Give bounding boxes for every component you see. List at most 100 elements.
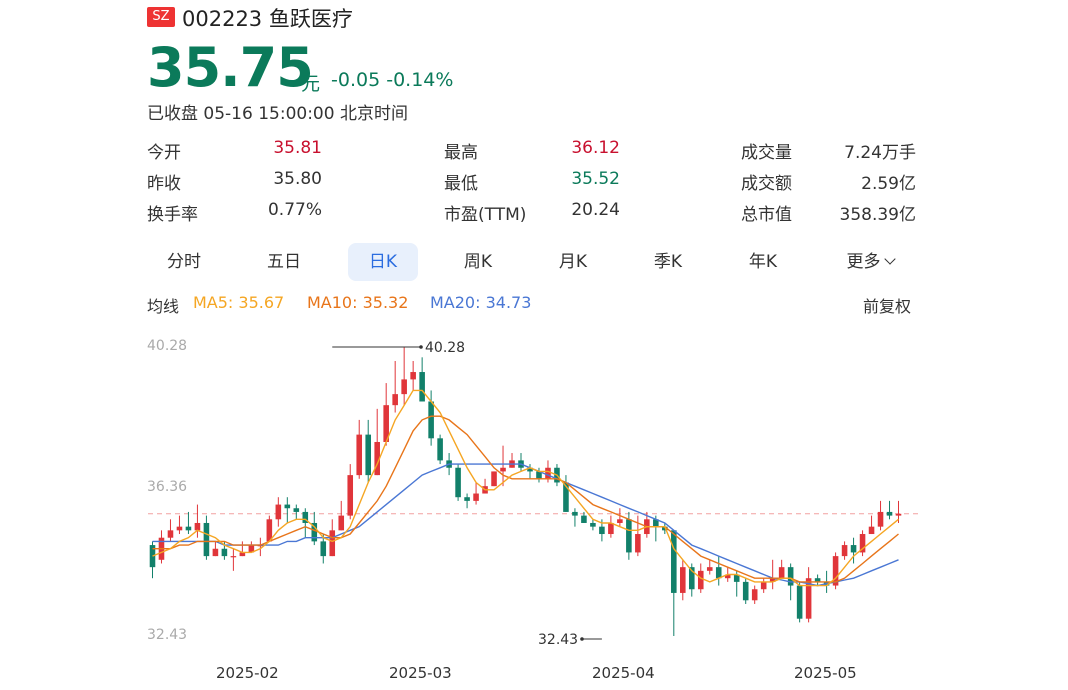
candle-body [751, 589, 758, 601]
candle-body [185, 526, 192, 531]
max-marker-dot [419, 345, 423, 349]
candle-body [805, 578, 812, 619]
candle-body [796, 585, 803, 619]
adjust-mode[interactable]: 前复权 [863, 297, 912, 316]
turnover-value: 0.77% [267, 200, 322, 220]
turnover-label: 换手率 [147, 205, 198, 225]
candle-body [491, 471, 497, 487]
ma10-line [152, 415, 899, 583]
candle-body [248, 545, 255, 553]
candle-body [455, 467, 461, 498]
candle-body [850, 545, 857, 553]
tab-monthly-k[interactable]: 月K [558, 252, 588, 272]
x-tick-label: 2025-03 [389, 664, 452, 682]
tab-quarterly-k[interactable]: 季K [653, 252, 683, 272]
candle-body [239, 552, 246, 557]
candle-body [230, 556, 237, 558]
candle-body [868, 526, 875, 535]
candle-body [733, 574, 740, 582]
open-label: 今开 [147, 143, 181, 163]
pe-value: 20.24 [571, 200, 620, 220]
candle-body [221, 548, 228, 557]
candle-body [715, 567, 722, 579]
candle-body [410, 372, 416, 380]
volume-value: 7.24万手 [844, 143, 916, 163]
tab-five-day[interactable]: 五日 [267, 252, 301, 272]
min-marker-dot [580, 637, 584, 641]
max-price-label: 40.28 [425, 340, 465, 356]
candle-body [347, 475, 354, 516]
candle-body [680, 567, 686, 593]
candle-body [374, 441, 380, 476]
change-value: -0.05 [331, 69, 381, 91]
candle-body [536, 471, 542, 479]
candle-body [563, 482, 569, 512]
candle-body [428, 401, 434, 439]
candle-body [437, 438, 443, 461]
candle-body [617, 519, 623, 523]
ma-label: 均线 [147, 297, 180, 316]
amount-label: 成交额 [741, 174, 792, 194]
candle-body [419, 372, 425, 402]
candle-body [724, 574, 731, 579]
prev-close-value: 35.80 [273, 169, 322, 189]
tab-intraday[interactable]: 分时 [167, 252, 201, 272]
candle-body [266, 519, 273, 542]
candle-body [706, 567, 713, 571]
candle-body [608, 522, 614, 535]
candle-body [203, 522, 210, 557]
mcap-label: 总市值 [741, 205, 792, 225]
candle-body [194, 522, 201, 531]
candle-body [149, 545, 156, 568]
candle-body [338, 515, 345, 531]
candle-body [742, 581, 749, 601]
y-tick-label: 40.28 [147, 338, 188, 354]
candle-body [671, 530, 677, 593]
candle-body [302, 511, 309, 523]
candle-body [545, 467, 551, 479]
candle-body [176, 526, 183, 531]
candle-body [356, 434, 363, 476]
candle-body [167, 530, 174, 538]
y-tick-label: 32.43 [147, 627, 188, 643]
y-tick-label: 36.36 [147, 479, 188, 495]
ma20-legend: MA20: 34.73 [430, 293, 532, 312]
candle-body [392, 394, 398, 406]
candle-body [293, 508, 300, 512]
tab-yearly-k[interactable]: 年K [748, 252, 778, 272]
candle-body [814, 578, 821, 582]
mcap-value: 358.39亿 [839, 205, 916, 225]
candle-body [401, 379, 407, 395]
candle-body [760, 581, 767, 590]
candle-body [212, 548, 219, 557]
tab-weekly-k[interactable]: 周K [463, 252, 493, 272]
x-tick-label: 2025-02 [216, 664, 279, 682]
candle-body [590, 522, 596, 527]
current-price: 35.75 [147, 36, 314, 99]
candle-body [841, 545, 848, 557]
candle-body [500, 467, 506, 472]
tab-daily-k[interactable]: 日K [348, 243, 418, 281]
tab-more[interactable]: 更多 [830, 243, 910, 281]
candle-body [653, 519, 659, 527]
amount-value: 2.59亿 [861, 174, 916, 194]
low-label: 最低 [444, 174, 478, 194]
exchange-badge: SZ [147, 7, 175, 27]
candle-body [284, 504, 291, 509]
candle-body [895, 513, 902, 516]
candle-body [832, 556, 839, 586]
candle-body [599, 526, 605, 535]
x-tick-label: 2025-05 [794, 664, 857, 682]
price-change: -0.05 -0.14% [331, 69, 453, 91]
candle-body [877, 511, 884, 527]
candle-body [275, 504, 282, 520]
ma5-legend: MA5: 35.67 [193, 293, 285, 312]
ma20-line [152, 463, 899, 587]
candle-body [688, 567, 695, 590]
ma10-legend: MA10: 35.32 [307, 293, 409, 312]
candle-body [778, 567, 785, 579]
high-label: 最高 [444, 143, 478, 163]
candle-body [572, 511, 578, 516]
candle-body [329, 530, 336, 557]
